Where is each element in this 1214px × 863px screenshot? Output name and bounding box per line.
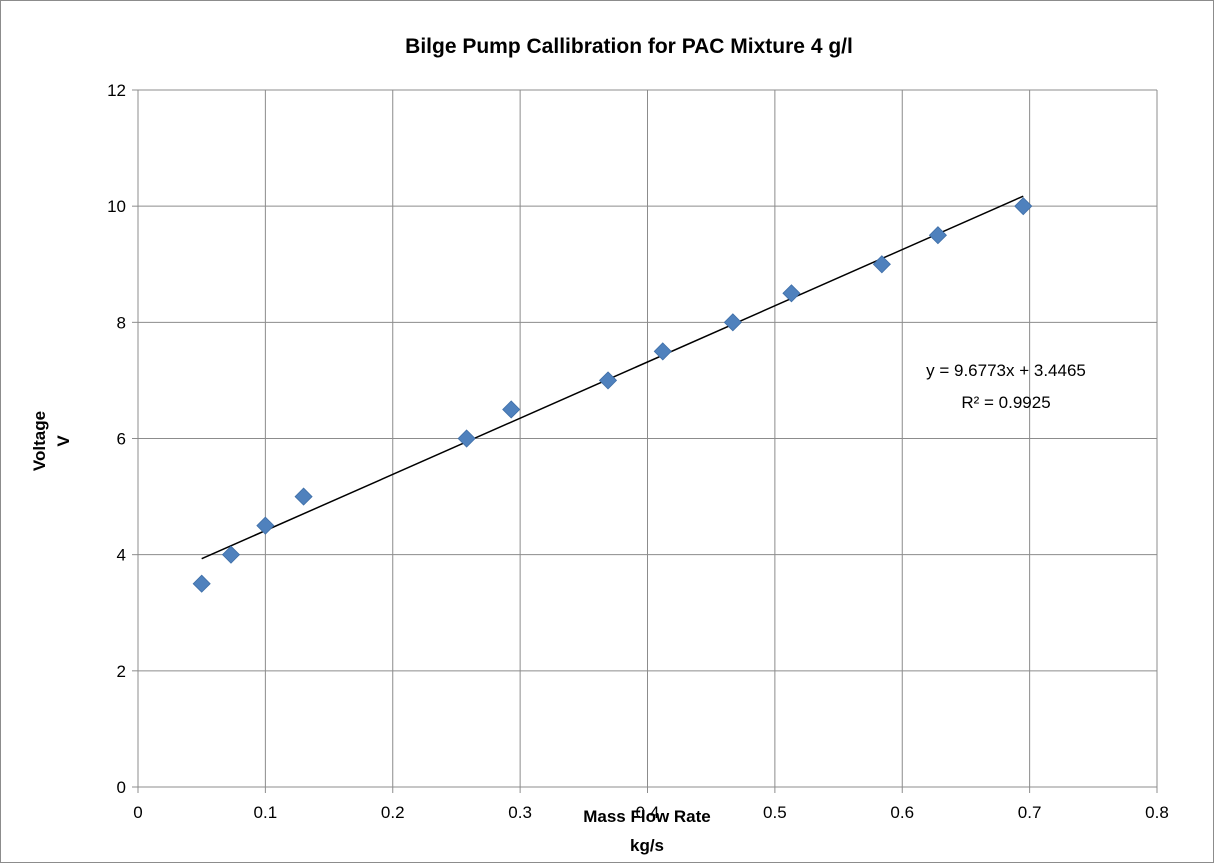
x-tick-label: 0.8: [1145, 803, 1169, 822]
data-points: [192, 197, 1033, 593]
y-tick-label: 2: [117, 662, 126, 681]
x-axis-label-line2: kg/s: [630, 836, 664, 855]
data-point: [502, 400, 521, 419]
data-point: [256, 516, 275, 535]
data-point: [294, 487, 313, 506]
data-point: [1014, 197, 1033, 216]
data-point: [192, 574, 211, 593]
data-point: [653, 342, 672, 361]
y-tick-label: 10: [107, 197, 126, 216]
x-tick-label: 0.7: [1018, 803, 1042, 822]
x-tick-label: 0.5: [763, 803, 787, 822]
data-point: [782, 284, 801, 303]
x-tick-label: 0.4: [636, 803, 660, 822]
data-point: [457, 429, 476, 448]
y-tick-label: 12: [107, 81, 126, 100]
x-tick-label: 0.1: [254, 803, 278, 822]
x-tick-label: 0.2: [381, 803, 405, 822]
x-tick-label: 0: [133, 803, 142, 822]
tick-labels: 0 0.1 0.2 0.3 0.4 0.5 0.6 0.7 0.8 0 2 4 6 8 10 12: [107, 81, 1169, 822]
y-tick-label: 0: [117, 778, 126, 797]
y-axis-label-line2: V: [54, 435, 73, 447]
y-tick-label: 4: [117, 546, 126, 565]
gridlines: [138, 89, 1158, 787]
axes: [132, 89, 1158, 793]
data-point: [928, 226, 947, 245]
data-point: [723, 313, 742, 332]
x-axis-label-line1: Mass Flow Rate: [583, 807, 711, 826]
y-axis-label-line1: Voltage: [30, 411, 49, 471]
trendline-r-squared: R² = 0.9925: [961, 393, 1050, 412]
data-point: [221, 545, 241, 564]
x-tick-label: 0.3: [508, 803, 532, 822]
data-point: [598, 371, 618, 390]
data-point: [872, 255, 891, 274]
y-tick-label: 8: [117, 313, 126, 332]
chart-title: Bilge Pump Callibration for PAC Mixture …: [405, 35, 853, 58]
y-tick-label: 6: [117, 430, 126, 449]
x-tick-label: 0.6: [890, 803, 914, 822]
trendline-equation: y = 9.6773x + 3.4465: [926, 361, 1086, 380]
